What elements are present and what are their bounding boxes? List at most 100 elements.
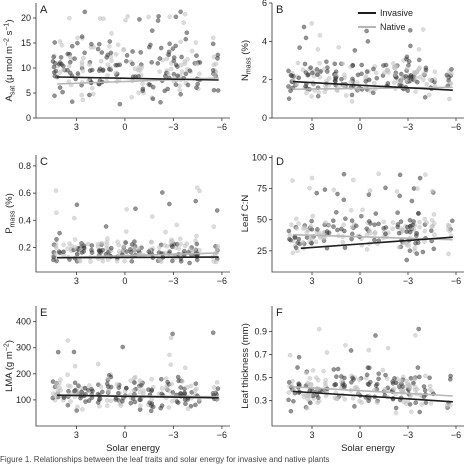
native-point	[149, 397, 154, 402]
native-point	[194, 61, 199, 67]
invasive-point	[97, 41, 102, 47]
invasive-point	[411, 219, 416, 224]
native-point	[315, 47, 321, 52]
native-point	[132, 248, 137, 253]
native-point	[426, 92, 432, 98]
invasive-point	[57, 85, 63, 90]
invasive-point	[147, 82, 153, 88]
invasive-point	[86, 398, 92, 403]
native-point	[164, 386, 169, 391]
native-point	[399, 76, 405, 81]
invasive-point	[366, 77, 372, 83]
invasive-point	[183, 401, 188, 407]
invasive-point	[372, 222, 377, 227]
native-point	[197, 71, 202, 77]
y-tick-label: 0.4	[18, 215, 31, 225]
native-point	[404, 66, 410, 71]
x-tick-label: 3	[309, 276, 314, 286]
native-point	[427, 387, 433, 393]
invasive-point	[342, 245, 348, 250]
x-tick-label: 3	[309, 430, 314, 440]
invasive-point	[132, 399, 138, 405]
native-point	[431, 221, 437, 226]
invasive-point	[173, 82, 179, 87]
native-point	[310, 213, 316, 219]
native-point	[136, 385, 142, 391]
native-point	[210, 35, 216, 41]
native-point	[131, 375, 137, 381]
invasive-point	[194, 85, 199, 90]
invasive-point	[365, 381, 371, 387]
y-axis-label-part: LMA (g m	[4, 351, 15, 392]
y-axis-label-part: −2	[4, 38, 11, 46]
invasive-point	[330, 218, 336, 223]
invasive-point	[167, 201, 172, 207]
x-tick-label: 0	[357, 122, 362, 132]
native-point	[192, 388, 198, 393]
native-point	[321, 236, 326, 241]
native-point	[136, 246, 141, 252]
invasive-point	[307, 400, 313, 406]
invasive-point	[383, 185, 388, 191]
invasive-point	[349, 231, 355, 237]
native-point	[343, 342, 348, 348]
invasive-fit-line	[292, 390, 453, 403]
panel-letter: A	[40, 4, 48, 16]
native-point	[105, 73, 110, 78]
invasive-point	[89, 386, 94, 392]
invasive-point	[183, 36, 189, 42]
invasive-point	[416, 57, 422, 63]
invasive-point	[215, 88, 221, 93]
invasive-point	[373, 333, 378, 338]
invasive-point	[408, 223, 413, 229]
native-point	[321, 368, 326, 374]
x-tick-label: −3	[168, 276, 178, 286]
invasive-point	[396, 384, 402, 389]
native-point	[214, 379, 220, 385]
axis-frame	[35, 155, 230, 273]
invasive-point	[170, 331, 175, 337]
native-point	[182, 11, 188, 17]
x-tick-label: −6	[451, 430, 461, 440]
native-point	[302, 225, 308, 230]
native-point	[295, 60, 301, 66]
native-point	[289, 383, 294, 389]
invasive-point	[339, 76, 344, 82]
invasive-point	[406, 59, 412, 64]
native-point	[72, 237, 78, 242]
invasive-point	[417, 409, 423, 415]
native-point	[58, 387, 64, 393]
native-point	[322, 83, 328, 89]
native-point	[57, 39, 63, 44]
axis-frame	[35, 306, 230, 427]
invasive-point	[61, 63, 66, 69]
invasive-point	[385, 81, 391, 86]
native-point	[308, 223, 314, 229]
native-point	[341, 222, 346, 228]
native-point	[65, 338, 71, 343]
invasive-point	[392, 376, 397, 381]
invasive-point	[414, 79, 420, 85]
invasive-point	[95, 400, 101, 405]
native-point	[149, 214, 155, 219]
native-point	[348, 207, 354, 213]
native-point	[404, 384, 410, 389]
y-tick-label: 5	[26, 88, 31, 98]
native-point	[177, 236, 183, 242]
native-point	[181, 20, 186, 25]
native-point	[95, 361, 101, 367]
native-point	[67, 15, 72, 21]
native-point	[168, 335, 174, 341]
native-point	[164, 56, 170, 62]
invasive-point	[76, 383, 81, 389]
invasive-point	[398, 71, 404, 77]
x-tick-label: −3	[403, 276, 413, 286]
invasive-point	[105, 52, 111, 58]
invasive-point	[333, 209, 339, 215]
invasive-point	[133, 206, 138, 211]
native-point	[390, 220, 396, 225]
native-point	[182, 365, 188, 371]
panel-letter: C	[40, 156, 48, 168]
native-point	[317, 60, 322, 66]
